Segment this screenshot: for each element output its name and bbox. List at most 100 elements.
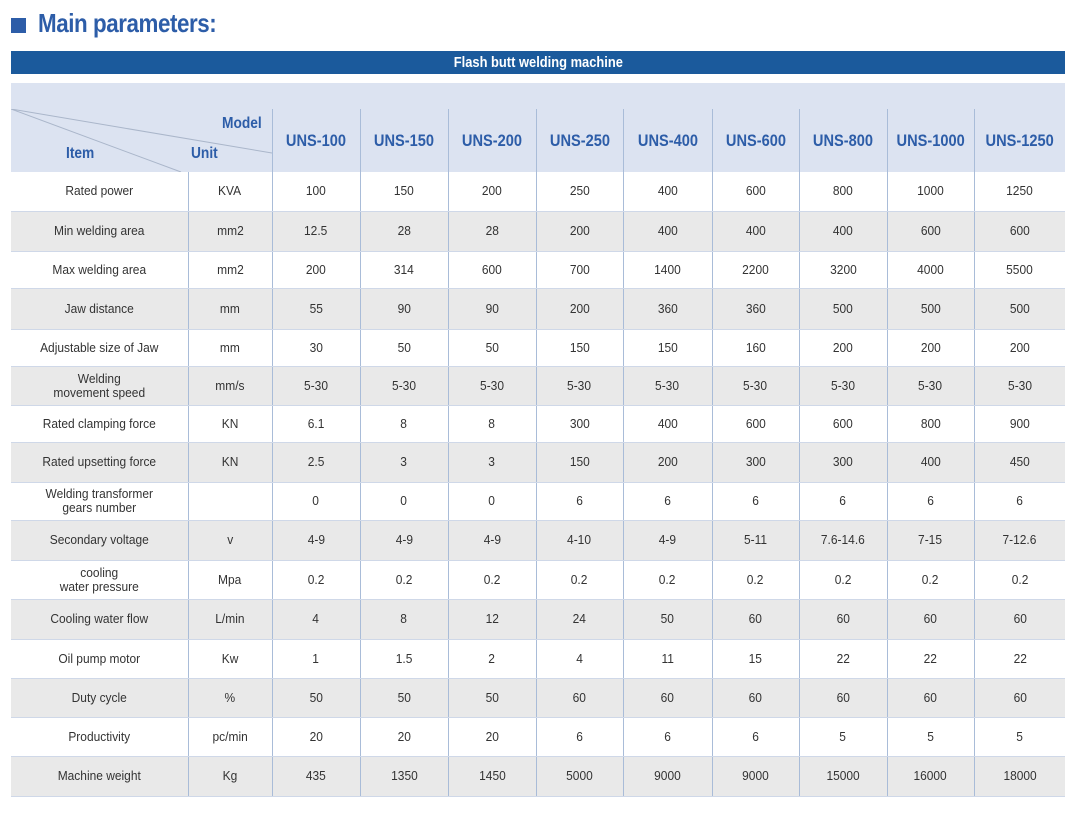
value-cell: 800 [799, 172, 888, 212]
value-text: 8 [488, 415, 496, 431]
value-text: 7-12.6 [1002, 532, 1037, 547]
value-cell: 60 [712, 678, 800, 718]
value-text: 700 [569, 261, 590, 277]
value-text: 20 [397, 728, 411, 744]
value-text: 1250 [1006, 183, 1034, 199]
value-text: 60 [836, 689, 850, 705]
value-cell: 400 [623, 211, 713, 252]
value-cell: 30 [272, 329, 361, 367]
value-text: 4 [312, 611, 320, 626]
value-cell: 5-30 [887, 366, 975, 406]
value-text: 500 [833, 300, 853, 316]
value-text: 20 [309, 728, 323, 744]
table-row: Jaw distance mm 55 90 90 200 360 360 500 500 500 [11, 288, 1065, 330]
row-unit-cell: Mpa [188, 560, 273, 600]
row-unit-cell: KN [188, 405, 273, 443]
value-cell: 360 [623, 288, 713, 330]
value-text: 0 [488, 493, 496, 508]
parameters-table: Model Item Unit UNS-100 UNS-150 UNS-200 UNS… [11, 109, 1065, 797]
value-text: 150 [569, 454, 590, 469]
value-cell: 6 [712, 717, 800, 757]
value-cell: 4 [536, 639, 624, 679]
row-item-cell: Jaw distance [11, 288, 189, 330]
value-text: 6 [576, 728, 583, 744]
value-text: 0.2 [659, 571, 676, 587]
value-cell: 22 [799, 639, 888, 679]
value-cell: 9000 [712, 756, 800, 797]
row-item-cell: Rated power [11, 172, 189, 212]
value-text: 18000 [1003, 768, 1037, 783]
row-unit-text: mm2 [216, 261, 244, 277]
value-cell: 300 [536, 405, 624, 443]
value-cell: 0.2 [360, 560, 449, 600]
row-unit-text: Kw [221, 650, 239, 666]
value-cell: 12.5 [272, 211, 361, 252]
value-cell: 18000 [974, 756, 1065, 797]
value-text: 200 [1009, 339, 1030, 355]
value-cell: 50 [448, 329, 537, 367]
value-cell: 50 [360, 329, 449, 367]
row-unit-text: mm [220, 339, 240, 355]
row-unit-cell: % [188, 678, 273, 718]
value-cell: 2.5 [272, 442, 361, 483]
value-cell: 6.1 [272, 405, 361, 443]
value-text: 28 [485, 223, 499, 238]
value-text: 1350 [390, 768, 418, 783]
value-text: 22 [836, 650, 850, 666]
table-header-row: Model Item Unit UNS-100 UNS-150 UNS-200 UNS… [11, 109, 1065, 172]
value-text: 1450 [478, 768, 506, 783]
value-text: 4-10 [567, 532, 592, 547]
table-row: Min welding area mm2 12.5 28 28 200 400 400 400 6… [11, 211, 1065, 252]
model-header-cell: UNS-400 [623, 109, 713, 172]
value-cell: 0 [360, 482, 449, 521]
value-text: 8 [400, 611, 408, 626]
value-cell: 60 [974, 678, 1065, 718]
value-text: 55 [309, 300, 323, 316]
value-cell: 0 [272, 482, 361, 521]
model-name: UNS-200 [461, 130, 523, 150]
row-item-text: Duty cycle [71, 689, 127, 705]
model-name: UNS-250 [549, 130, 610, 150]
table-row: Welding movement speed mm/s 5-30 5-30 5-30 5-3… [11, 366, 1065, 406]
value-cell: 1450 [448, 756, 537, 797]
row-item-cell: Adjustable size of Jaw [11, 329, 189, 367]
value-text: 360 [657, 300, 678, 316]
value-text: 16000 [913, 768, 948, 783]
value-text: 450 [1009, 454, 1030, 469]
value-cell: 0.2 [272, 560, 361, 600]
value-cell: 5-30 [360, 366, 449, 406]
row-item-cell: Rated clamping force [11, 405, 189, 443]
value-text: 5-30 [655, 377, 680, 393]
value-text: 60 [572, 689, 587, 705]
corner-header-cell: Model Item Unit [11, 109, 273, 172]
model-header-cell: UNS-200 [448, 109, 537, 172]
row-item-text: Welding transformer [45, 486, 153, 501]
value-cell: 200 [536, 211, 624, 252]
value-cell: 20 [448, 717, 537, 757]
model-name: UNS-400 [637, 130, 698, 150]
value-text: 300 [569, 415, 590, 431]
value-cell: 4000 [887, 251, 975, 289]
value-cell: 1.5 [360, 639, 449, 679]
row-item-text: Rated power [65, 183, 134, 199]
value-text: 100 [306, 183, 326, 199]
value-cell: 360 [712, 288, 800, 330]
model-header-cell: UNS-100 [272, 109, 361, 172]
value-text: 5-30 [480, 377, 504, 393]
table-row: Cooling water flow L/min 4 8 12 24 50 60 60 60 60 [11, 599, 1065, 640]
row-unit-text: mm [220, 300, 240, 316]
value-cell: 314 [360, 251, 449, 289]
value-cell: 200 [448, 172, 537, 212]
value-cell: 1400 [623, 251, 713, 289]
value-text: 5 [927, 728, 934, 744]
model-name: UNS-600 [725, 130, 786, 150]
row-item-cell: Productivity [11, 717, 189, 757]
value-cell: 22 [974, 639, 1065, 679]
value-cell: 6 [974, 482, 1065, 521]
value-cell: 2200 [712, 251, 800, 289]
value-cell: 9000 [623, 756, 713, 797]
value-cell: 500 [974, 288, 1065, 330]
table-title-banner: Flash butt welding machine [11, 51, 1065, 74]
header-band [11, 83, 1065, 109]
row-item-text: Rated upsetting force [42, 454, 157, 469]
